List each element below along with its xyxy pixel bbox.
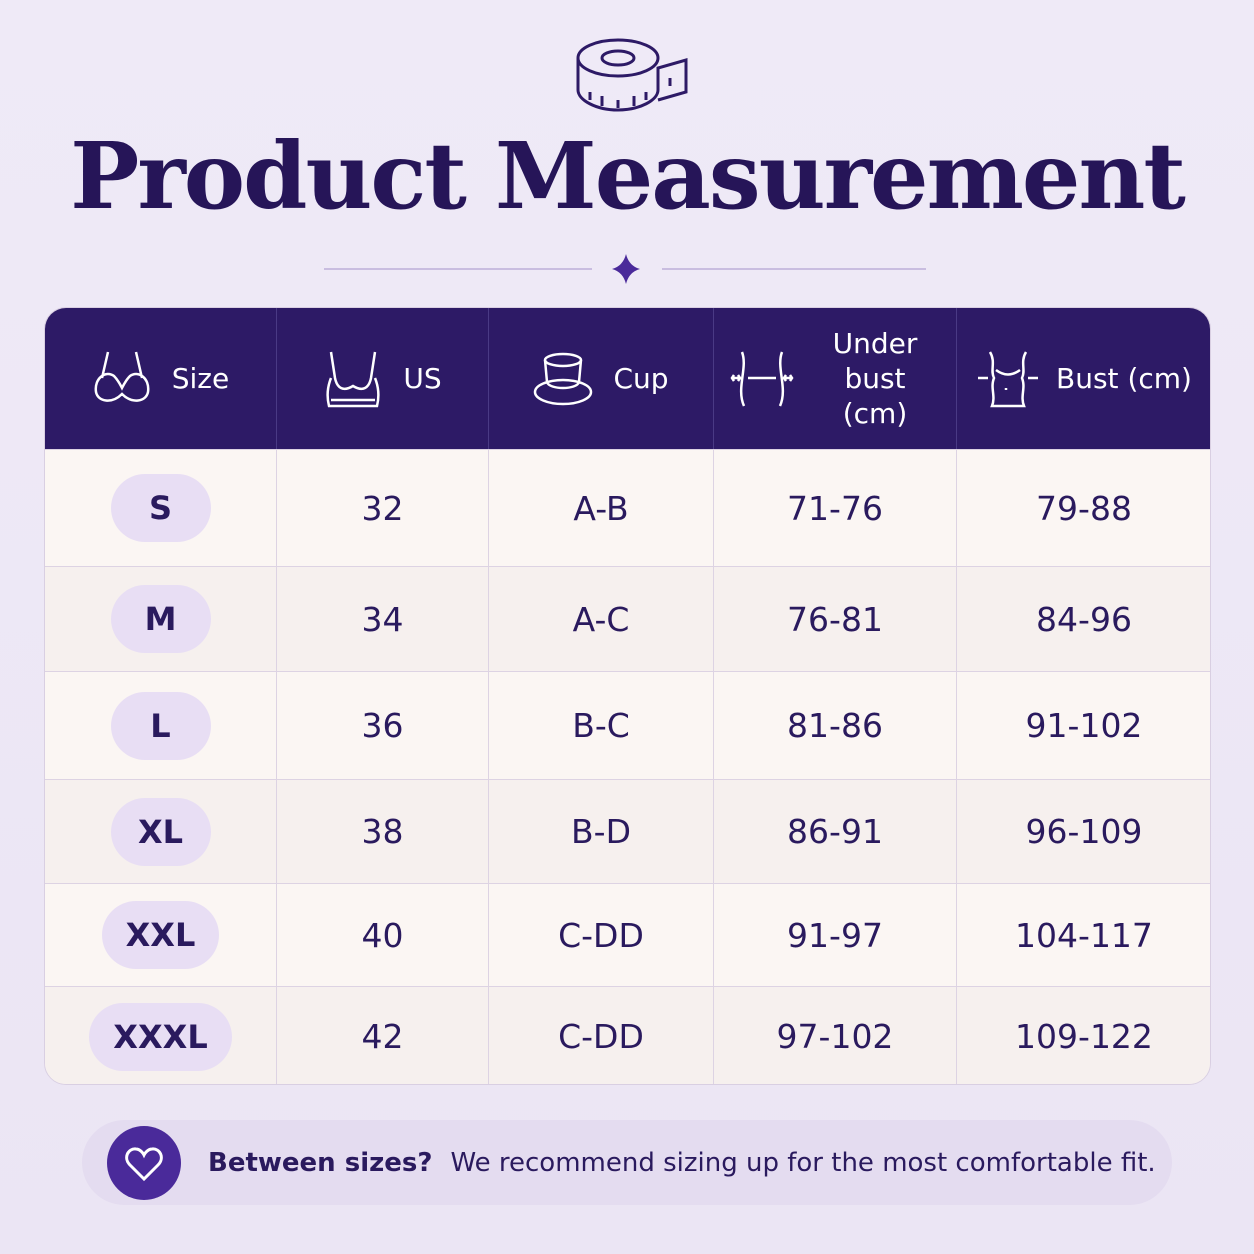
size-pill: L	[110, 691, 211, 760]
cell-text: 109-122	[1015, 1017, 1153, 1056]
table-cell: 109-122	[957, 986, 1210, 1084]
table-cell: XXL	[45, 883, 277, 986]
table-row: M 34 A-C 76-81 84-96	[45, 566, 1210, 671]
table-cell: 86-91	[714, 779, 957, 883]
cell-text: 71-76	[787, 488, 883, 528]
table-cell: 34	[277, 566, 489, 671]
column-label: Under bust (cm)	[832, 327, 918, 430]
size-pill: S	[110, 474, 211, 542]
table-cell: B-D	[489, 779, 714, 883]
table-row: XL 38 B-D 86-91 96-109	[45, 779, 1210, 883]
table-row: XXL 40 C-DD 91-97 104-117	[45, 883, 1210, 986]
cell-text: 84-96	[1036, 599, 1132, 639]
cell-text: C-DD	[558, 1017, 644, 1056]
table-cell: C-DD	[489, 986, 714, 1084]
column-icon	[730, 351, 794, 407]
cell-text: A-B	[573, 488, 629, 528]
cell-text: C-DD	[558, 915, 644, 955]
size-pill: XL	[110, 797, 211, 866]
table-cell: C-DD	[489, 883, 714, 986]
column-icon	[978, 350, 1039, 407]
column-header: Cup	[489, 308, 714, 449]
table-cell: A-C	[489, 566, 714, 671]
table-cell: 91-102	[957, 671, 1210, 779]
table-cell: 79-88	[957, 449, 1210, 566]
column-header: US	[277, 308, 489, 449]
cell-text: 76-81	[787, 599, 883, 639]
size-pill: XXL	[101, 901, 220, 969]
cell-text: A-C	[572, 599, 630, 639]
cell-text: 97-102	[776, 1017, 894, 1056]
table-cell: S	[45, 449, 277, 566]
cell-text: 104-117	[1015, 915, 1153, 955]
table-cell: 76-81	[714, 566, 957, 671]
divider	[324, 254, 926, 284]
column-label: Bust (cm)	[1056, 362, 1192, 395]
table-cell: 36	[277, 671, 489, 779]
size-pill: XXXL	[89, 1002, 232, 1071]
table-cell: 32	[277, 449, 489, 566]
cell-text: B-C	[572, 706, 630, 745]
cell-text: 40	[361, 915, 404, 955]
title: Product Measurement	[70, 122, 1186, 230]
cell-text: 79-88	[1036, 488, 1132, 528]
column-label: Size	[171, 362, 230, 395]
column-header: Size	[45, 308, 277, 449]
cell-text: 86-91	[787, 812, 883, 851]
note-text: We recommend sizing up for the most comf…	[450, 1147, 1156, 1178]
table-cell: 84-96	[957, 566, 1210, 671]
table-cell: L	[45, 671, 277, 779]
table-cell: 104-117	[957, 883, 1210, 986]
column-label: Cup	[613, 362, 669, 395]
table-cell: 97-102	[714, 986, 957, 1084]
size-table: Size US Cup Under bust (cm) Bust (cm) S 32 A-B 7…	[44, 307, 1211, 1085]
cell-text: 96-109	[1025, 812, 1143, 851]
cell-text: 42	[361, 1017, 404, 1056]
column-icon	[534, 352, 593, 405]
table-cell: 40	[277, 883, 489, 986]
column-header: Bust (cm)	[957, 308, 1210, 449]
tape-icon	[576, 38, 688, 112]
cell-text: 34	[361, 599, 404, 639]
cell-text: 36	[361, 706, 404, 745]
table-row: L 36 B-C 81-86 91-102	[45, 671, 1210, 779]
note-lead: Between sizes?	[208, 1147, 433, 1178]
table-cell: 91-97	[714, 883, 957, 986]
column-header: Under bust (cm)	[714, 308, 957, 449]
table-cell: M	[45, 566, 277, 671]
table-cell: B-C	[489, 671, 714, 779]
table-cell: 81-86	[714, 671, 957, 779]
cell-text: B-D	[571, 812, 631, 851]
column-label: US	[403, 362, 442, 395]
table-cell: XXXL	[45, 986, 277, 1084]
table-row: XXXL 42 C-DD 97-102 109-122	[45, 986, 1210, 1084]
size-pill: M	[110, 585, 211, 653]
table-cell: 71-76	[714, 449, 957, 566]
cell-text: 91-102	[1025, 706, 1143, 745]
column-icon	[326, 351, 380, 407]
table-cell: 38	[277, 779, 489, 883]
table-cell: A-B	[489, 449, 714, 566]
table-cell: XL	[45, 779, 277, 883]
table-cell: 42	[277, 986, 489, 1084]
column-icon	[94, 351, 150, 402]
cell-text: 91-97	[787, 915, 883, 955]
heart-icon	[107, 1126, 181, 1200]
cell-text: 38	[361, 812, 404, 851]
cell-text: 81-86	[787, 706, 883, 745]
table-row: S 32 A-B 71-76 79-88	[45, 449, 1210, 566]
cell-text: 32	[361, 488, 404, 528]
note: Between sizes? We recommend sizing up fo…	[82, 1120, 1172, 1205]
table-cell: 96-109	[957, 779, 1210, 883]
